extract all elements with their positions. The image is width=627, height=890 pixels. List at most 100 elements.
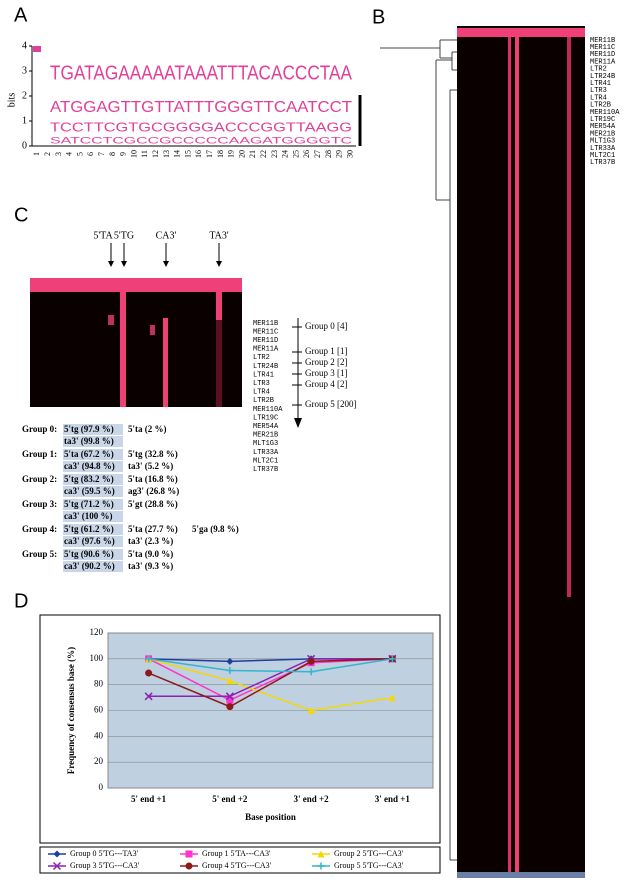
y-tick-label: 100 xyxy=(90,653,104,663)
stat: 5'gt (28.8 %) xyxy=(128,499,178,509)
logo-row: SATCCTCGCCGCCCCCAAGATGGGGTC xyxy=(50,135,353,145)
position-label: 18 xyxy=(216,150,225,158)
stat: ag3' (26.8 %) xyxy=(128,486,179,496)
marker xyxy=(225,692,234,701)
position-label: 21 xyxy=(248,150,257,158)
row-label: LTR37B xyxy=(590,159,615,167)
marker xyxy=(307,707,315,714)
row-label: MER54A xyxy=(590,123,616,131)
row-label: LTR41 xyxy=(590,80,611,88)
row-label: MER54A xyxy=(253,423,279,431)
position-label: 29 xyxy=(335,150,344,158)
highlight xyxy=(63,524,123,535)
stat: ca3' (94.8 %) xyxy=(64,461,115,471)
legend xyxy=(39,846,441,874)
row-label: MER21B xyxy=(590,130,615,138)
marker-arrow-head xyxy=(121,261,127,267)
column-highlight xyxy=(120,292,126,407)
stat: 5'tg (97.9 %) xyxy=(64,424,114,434)
tick-label: 1 xyxy=(22,115,27,126)
group-label: Group 5 [200] xyxy=(305,399,357,409)
row-label: LTR37B xyxy=(253,466,278,474)
group-stat-label: Group 1: xyxy=(22,449,57,459)
marker xyxy=(226,666,234,674)
stat: ca3' (100 %) xyxy=(64,511,113,521)
highlight xyxy=(63,436,123,447)
cell xyxy=(108,315,114,325)
column-highlight xyxy=(515,37,519,875)
row-label: MER11B xyxy=(590,37,615,45)
highlight xyxy=(63,486,123,497)
row-label: LTR41 xyxy=(253,371,274,379)
marker xyxy=(226,677,234,685)
row-label: LTR2B xyxy=(590,102,611,110)
y-tick-label: 0 xyxy=(99,782,104,792)
position-label: 28 xyxy=(324,150,333,158)
stat: ca3' (97.6 %) xyxy=(64,536,115,546)
column-marker: 5'TA xyxy=(93,230,113,241)
position-label: 30 xyxy=(345,150,354,158)
stat: 5'tg (61.2 %) xyxy=(64,524,114,534)
position-label: 7 xyxy=(97,152,106,156)
group-stat-label: Group 0: xyxy=(22,424,57,434)
row-label: LTR19C xyxy=(253,414,278,422)
marker-arrow-head xyxy=(216,261,222,267)
y-axis-label: Frequency of consensus base (%) xyxy=(66,647,76,774)
column-highlight xyxy=(216,320,222,407)
position-label: 20 xyxy=(237,150,246,158)
group-stat-label: Group 5: xyxy=(22,549,57,559)
heatmap xyxy=(30,292,242,407)
position-label: 4 xyxy=(65,152,74,156)
dendrogram xyxy=(380,39,457,861)
panel-label: B xyxy=(372,6,385,28)
x-tick-label: 3' end +1 xyxy=(375,794,411,804)
position-label: 6 xyxy=(86,152,95,156)
series-line xyxy=(148,658,393,712)
highlight xyxy=(63,561,123,572)
stat: ca3' (59.5 %) xyxy=(64,486,115,496)
row-label: MER11A xyxy=(590,58,616,66)
position-label: 12 xyxy=(151,150,160,158)
position-label: 25 xyxy=(291,150,300,158)
logo-block xyxy=(33,46,41,52)
row-label: LTR2 xyxy=(253,354,270,362)
group-label: Group 4 [2] xyxy=(305,379,348,389)
y-tick-label: 40 xyxy=(94,730,104,740)
position-label: 5 xyxy=(75,152,84,156)
position-label: 23 xyxy=(270,150,279,158)
stat: ca3' (90.2 %) xyxy=(64,561,115,571)
row-label: LTR24B xyxy=(253,363,278,371)
row-label: MER11A xyxy=(253,346,279,354)
row-label: LTR33A xyxy=(590,145,616,153)
stat: ta3' (2.3 %) xyxy=(128,536,173,546)
legend-label: Group 0 5'TG---TA3' xyxy=(70,849,139,858)
legend-marker xyxy=(317,850,325,858)
column-highlight xyxy=(216,292,222,320)
legend-marker xyxy=(185,850,193,858)
tick-label: 4 xyxy=(22,40,27,51)
row-label: MLT1G3 xyxy=(253,440,278,448)
row-label: LTR2 xyxy=(590,66,607,74)
marker xyxy=(388,655,396,663)
legend-marker xyxy=(185,862,193,870)
x-tick-label: 5' end +1 xyxy=(131,794,167,804)
highlight xyxy=(63,536,123,547)
position-label: 19 xyxy=(227,150,236,158)
marker-arrow-head xyxy=(108,261,114,267)
group-label: Group 3 [1] xyxy=(305,368,348,378)
row-label: MER110A xyxy=(590,109,620,117)
row-label: MLT1G3 xyxy=(590,138,615,146)
position-label: 3 xyxy=(54,152,63,156)
highlight xyxy=(63,511,123,522)
axis-label: bits xyxy=(6,93,17,108)
tick-label: 0 xyxy=(22,140,27,151)
series-line xyxy=(148,658,393,698)
row-label: LTR33A xyxy=(253,449,279,457)
position-label: 26 xyxy=(302,150,311,158)
group-stat-label: Group 3: xyxy=(22,499,57,509)
x-tick-label: 5' end +2 xyxy=(212,794,248,804)
legend-label: Group 5 5'TG---CA3' xyxy=(334,861,404,870)
group-label: Group 1 [1] xyxy=(305,346,348,356)
